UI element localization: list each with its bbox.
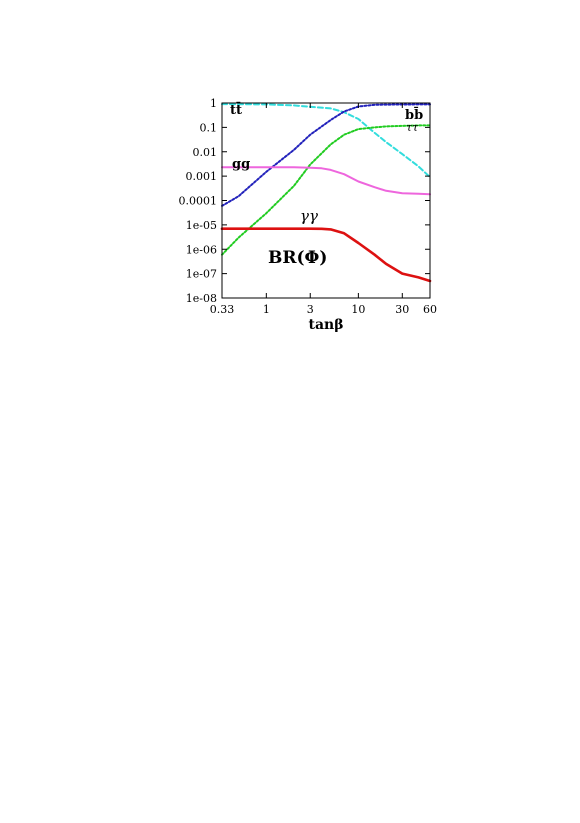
- series-line-gg: [221, 166, 431, 196]
- series-label-tautau: ττ: [406, 121, 419, 134]
- series-label-tt: tt̄: [230, 101, 242, 118]
- labels-layer: tt̄ bb̄ ττ gg γγ BR(Φ) tanβ: [230, 101, 423, 333]
- series-label-gg: gg: [232, 157, 250, 172]
- series-label-gammagamma: γγ: [300, 207, 318, 225]
- x-tick-label-4: 30: [395, 303, 409, 316]
- y-tick-label-3: 0.001: [186, 170, 218, 183]
- y-tick-label-1: 0.1: [200, 121, 218, 134]
- y-tick-label-2: 0.01: [193, 146, 218, 159]
- curves-layer: [220, 103, 432, 283]
- y-tick-label-6: 1e-06: [186, 243, 217, 256]
- series-line-gammagamma: [220, 227, 432, 283]
- x-tick-label-3: 10: [351, 303, 365, 316]
- x-tick-label-1: 1: [263, 303, 270, 316]
- x-tick-label-0: 0.33: [210, 303, 235, 316]
- y-tick-label-4: 0.0001: [179, 195, 218, 208]
- plot-frame: [221, 102, 431, 299]
- x-axis-title: tanβ: [308, 317, 343, 333]
- series-line-tautau: [221, 124, 431, 256]
- ticks-layer: 0.33 1 3 10 30 60 1 0.1 0.01 0.001 0.0001 1e-05 1e-0…: [179, 97, 438, 316]
- panel-label: BR(Φ): [268, 248, 327, 268]
- x-tick-label-2: 3: [307, 303, 314, 316]
- y-tick-label-0: 1: [210, 97, 217, 110]
- x-tick-label-5: 60: [423, 303, 437, 316]
- series-line-bb: [221, 103, 431, 207]
- series-label-bb: bb̄: [405, 106, 423, 123]
- series-line-tt: [221, 103, 431, 179]
- y-tick-label-8: 1e-08: [186, 292, 217, 305]
- y-tick-label-7: 1e-07: [186, 268, 217, 281]
- y-tick-label-5: 1e-05: [186, 219, 217, 232]
